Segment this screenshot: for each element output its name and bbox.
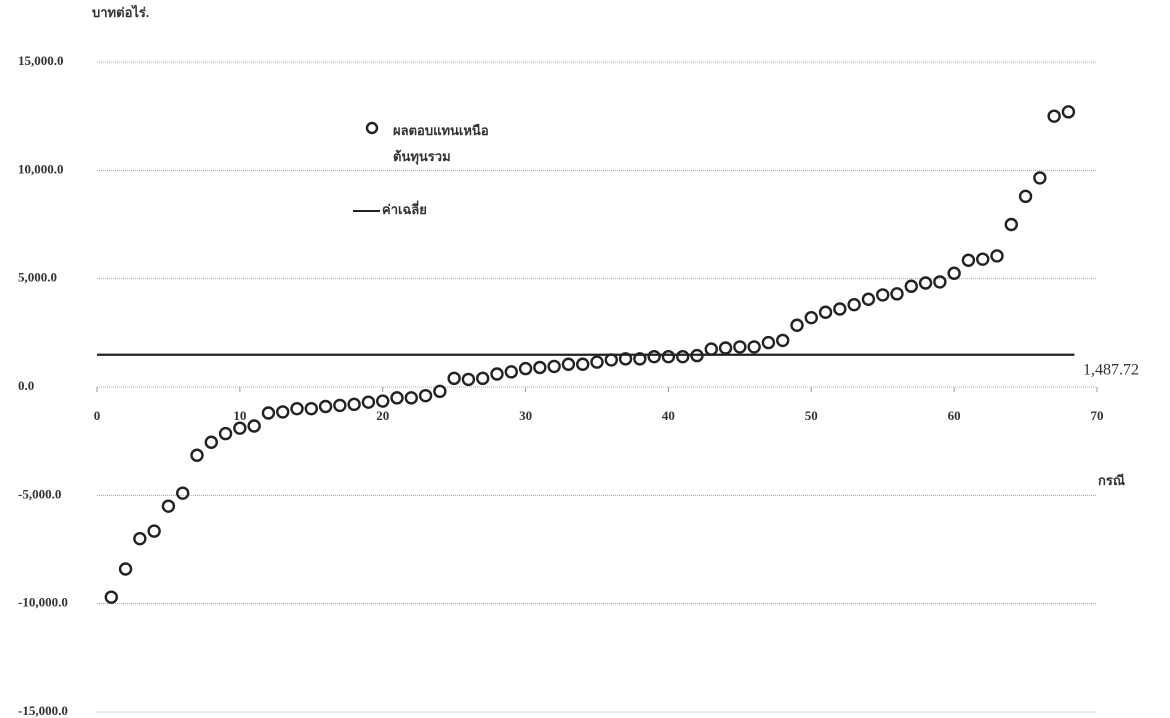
point	[918, 276, 933, 290]
point	[304, 401, 318, 416]
y-tick-label: -5,000.0	[18, 486, 61, 501]
point	[776, 333, 790, 348]
point	[747, 340, 761, 354]
point	[861, 292, 876, 306]
point	[204, 435, 218, 449]
point	[618, 352, 633, 366]
x-tick-label: 50	[805, 408, 818, 423]
point	[118, 562, 133, 576]
y-axis-label: บาทต่อไร่.	[92, 4, 149, 20]
point	[133, 531, 147, 546]
y-tick-label: -10,000.0	[18, 595, 68, 610]
point	[976, 252, 990, 266]
point	[847, 297, 861, 312]
point	[561, 357, 576, 371]
point	[718, 341, 733, 355]
y-tick-label: 5,000.0	[18, 270, 57, 285]
mean-label: 1,487.72	[1083, 361, 1139, 378]
legend-label: ค่าเฉลี่ย	[382, 200, 427, 217]
point	[761, 335, 776, 350]
x-tick-label: 30	[519, 408, 532, 423]
point	[876, 288, 890, 302]
point	[376, 394, 390, 408]
point	[1047, 109, 1061, 123]
point	[233, 421, 247, 435]
point	[633, 352, 647, 366]
point	[1004, 217, 1018, 232]
point	[890, 287, 904, 301]
y-tick-label: 0.0	[18, 378, 34, 393]
y-tick-label: 10,000.0	[18, 161, 64, 176]
point	[933, 275, 947, 289]
point	[1061, 105, 1076, 119]
point	[261, 406, 276, 420]
point	[804, 310, 818, 325]
point	[247, 419, 261, 433]
point	[461, 372, 476, 387]
x-tick-label: 20	[376, 408, 389, 423]
y-tick-label: -15,000.0	[18, 703, 68, 718]
x-axis-label: กรณี	[1098, 473, 1125, 488]
point	[790, 318, 804, 332]
x-tick-label: 0	[94, 408, 101, 423]
point	[518, 361, 533, 376]
point	[990, 249, 1004, 263]
legend-label: ผลตอบแทนเหนือ ต้นทุนรวม	[393, 123, 489, 164]
x-tick-label: 60	[948, 408, 961, 423]
point	[347, 397, 361, 412]
point	[676, 349, 690, 364]
point	[447, 371, 461, 386]
point	[433, 384, 447, 399]
point	[604, 353, 618, 367]
point	[318, 399, 333, 414]
point	[190, 448, 204, 462]
point	[904, 279, 918, 293]
x-tick-label: 40	[662, 408, 675, 423]
point	[576, 357, 590, 371]
point	[647, 349, 661, 364]
point	[818, 305, 833, 319]
legend-marker	[365, 121, 379, 135]
point	[733, 340, 747, 354]
point	[361, 395, 376, 409]
point	[590, 355, 604, 369]
point	[476, 371, 490, 386]
point	[661, 349, 676, 364]
point	[161, 499, 176, 513]
point	[390, 391, 404, 405]
point	[333, 398, 347, 413]
point	[104, 590, 118, 604]
y-tick-label: 15,000.0	[18, 53, 64, 68]
point	[490, 367, 504, 381]
point	[961, 253, 976, 267]
point	[690, 348, 704, 363]
point	[290, 401, 304, 416]
point	[533, 360, 547, 375]
point	[547, 359, 561, 374]
x-tick-label: 10	[233, 408, 246, 423]
point	[176, 486, 190, 500]
point	[704, 342, 718, 356]
point	[147, 524, 161, 538]
point	[404, 391, 418, 405]
point	[833, 302, 847, 316]
point	[218, 426, 233, 441]
point	[276, 405, 290, 419]
point	[418, 388, 433, 403]
point	[504, 365, 518, 379]
point	[1018, 189, 1033, 204]
x-tick-label: 70	[1091, 408, 1104, 423]
point	[1033, 171, 1047, 185]
point	[947, 266, 961, 280]
